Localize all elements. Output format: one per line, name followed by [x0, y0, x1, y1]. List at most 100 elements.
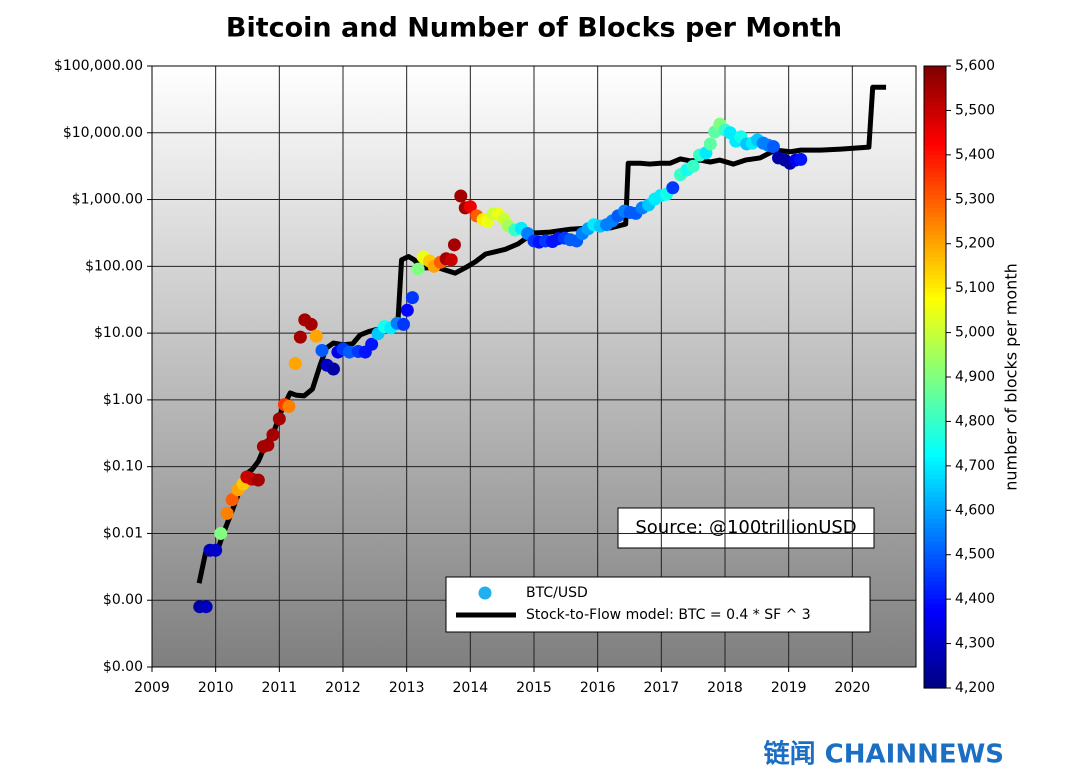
colorbar-strip: [924, 137, 946, 143]
colorbar-strip: [924, 563, 946, 569]
legend-label: Stock-to-Flow model: BTC = 0.4 * SF ^ 3: [526, 607, 811, 623]
colorbar-strip: [924, 585, 946, 591]
y-tick-label: $10,000.00: [63, 125, 143, 141]
colorbar-tick-label: 4,200: [955, 680, 995, 696]
colorbar-strip: [924, 141, 946, 147]
colorbar-strip: [924, 683, 946, 689]
y-tick-label: $100.00: [85, 258, 143, 274]
colorbar-strip: [924, 248, 946, 254]
colorbar-tick-label: 5,000: [955, 325, 995, 341]
colorbar-strip: [924, 430, 946, 436]
legend-label: BTC/USD: [526, 585, 588, 601]
x-tick-label: 2020: [835, 680, 871, 696]
colorbar-strip: [924, 114, 946, 120]
watermark: 链闻 CHAINNEWS: [764, 739, 1004, 770]
colorbar-strip: [924, 132, 946, 138]
colorbar-tick-label: 4,300: [955, 636, 995, 652]
colorbar-strip: [924, 661, 946, 667]
colorbar-strip: [924, 279, 946, 285]
price-point: [454, 189, 468, 203]
colorbar-strip: [924, 74, 946, 80]
price-point: [766, 140, 780, 154]
y-tick-label: $0.10: [103, 459, 143, 475]
plot-frame: [151, 65, 917, 668]
colorbar-strip: [924, 608, 946, 614]
x-tick-label: 2017: [644, 680, 680, 696]
colorbar-strip: [924, 399, 946, 405]
colorbar-strip: [924, 416, 946, 423]
colorbar-strip: [924, 128, 946, 134]
colorbar-strip: [924, 270, 946, 276]
colorbar-strip: [924, 265, 946, 271]
colorbar-strip: [924, 292, 946, 298]
colorbar-strip: [924, 403, 946, 409]
x-tick-label: 2009: [134, 680, 170, 696]
colorbar-tick-label: 5,500: [955, 102, 995, 118]
colorbar-strip: [924, 208, 946, 214]
y-tick-label: $0.00: [103, 592, 143, 608]
annotation: Source: @100trillionUSD: [635, 517, 856, 538]
colorbar-strip: [924, 514, 946, 520]
colorbar-strip: [924, 101, 946, 107]
colorbar-strip: [924, 550, 946, 556]
colorbar-strip: [924, 510, 946, 516]
legend-box: [445, 576, 871, 633]
colorbar-strip: [924, 496, 946, 502]
y-tick-label: $1,000.00: [72, 192, 143, 208]
price-point: [293, 330, 307, 344]
colorbar-strip: [924, 545, 946, 551]
price-point: [220, 506, 234, 520]
colorbar-strip: [924, 377, 946, 383]
colorbar-tick-label: 4,800: [955, 413, 995, 429]
colorbar-tick-label: 5,400: [955, 147, 995, 163]
colorbar-strip: [924, 425, 946, 431]
x-tick-label: 2016: [580, 680, 616, 696]
colorbar-tick-label: 4,700: [955, 458, 995, 474]
colorbar-strip: [924, 541, 946, 547]
colorbar-tick-label: 4,600: [955, 502, 995, 518]
colorbar-strip: [924, 408, 946, 414]
colorbar-strip: [924, 217, 946, 223]
y-tick-label: $100,000.00: [54, 58, 143, 74]
colorbar-strip: [924, 328, 946, 334]
chart-title: Bitcoin and Number of Blocks per Month: [226, 13, 842, 44]
colorbar-strip: [924, 159, 946, 165]
x-tick-label: 2013: [389, 680, 425, 696]
price-point: [365, 337, 379, 351]
colorbar-strip: [924, 310, 946, 316]
price-point: [411, 262, 425, 276]
colorbar-strip: [924, 97, 946, 103]
price-point: [309, 329, 323, 343]
colorbar-strip: [924, 83, 946, 89]
price-point: [272, 412, 286, 426]
colorbar-strip: [924, 92, 946, 98]
colorbar-strip: [924, 554, 946, 560]
price-point: [463, 200, 477, 214]
colorbar-strip: [924, 181, 946, 187]
price-point: [261, 438, 275, 452]
colorbar-strip: [924, 239, 946, 245]
colorbar-tick-label: 5,600: [955, 58, 995, 74]
y-tick-label: $0.01: [103, 525, 143, 541]
colorbar-strip: [924, 297, 946, 303]
colorbar-strip: [924, 252, 946, 258]
legend-marker: [478, 586, 492, 600]
colorbar-strip: [924, 261, 946, 267]
colorbar-strip: [924, 70, 946, 76]
colorbar-strip: [924, 368, 946, 374]
colorbar-strip: [924, 345, 946, 351]
colorbar-strip: [924, 590, 946, 596]
colorbar-strip: [924, 568, 946, 574]
colorbar-strip: [924, 230, 946, 236]
x-tick-label: 2019: [771, 680, 807, 696]
price-point: [447, 238, 461, 252]
colorbar-strip: [924, 332, 946, 338]
colorbar-label: number of blocks per month: [1002, 263, 1021, 491]
price-point: [686, 159, 700, 173]
colorbar-strip: [924, 79, 946, 85]
annotation-box: [617, 507, 875, 549]
colorbar-strip: [924, 381, 946, 387]
colorbar-strip: [924, 337, 946, 343]
colorbar-strip: [924, 456, 946, 463]
price-point: [396, 317, 410, 331]
